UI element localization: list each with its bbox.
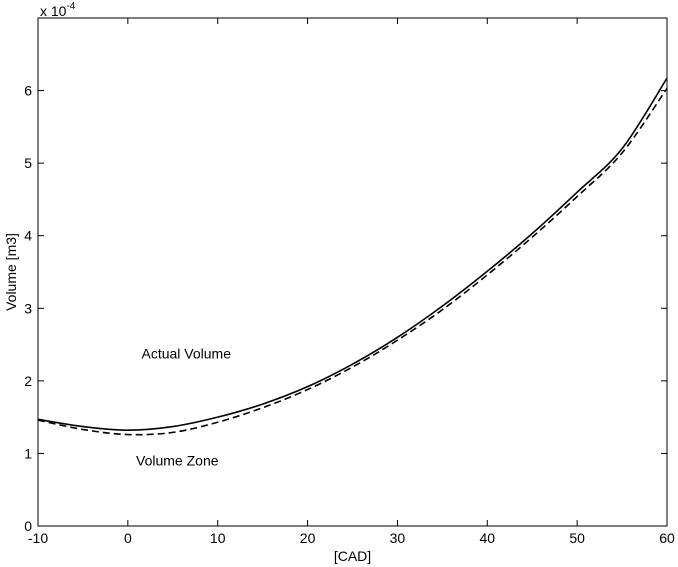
y-tick-label: 4 (24, 228, 32, 244)
y-axis-label: Volume [m3] (3, 233, 19, 311)
y-tick-label: 3 (24, 300, 32, 316)
tick-marks (37, 18, 668, 527)
annotations: Actual Volume Volume Zone (136, 345, 231, 468)
y-tick-label: 0 (24, 518, 32, 534)
x-tick-label: 30 (390, 530, 406, 546)
x-tick-label: 10 (210, 530, 226, 546)
x-tick-label: 50 (569, 530, 585, 546)
annotation-label: Actual Volume (142, 345, 232, 361)
series-line-solid (37, 77, 668, 432)
y-tick-label: 6 (24, 83, 32, 99)
x-tick-label: 0 (124, 530, 132, 546)
x-axis-label: [CAD] (334, 548, 371, 564)
x-tick-label: 20 (300, 530, 316, 546)
y-tick-label: 1 (24, 445, 32, 461)
series-line-dashed (37, 87, 668, 436)
y-exponent-label: x 10-4 (40, 1, 76, 19)
plot-frame (37, 17, 668, 527)
annotation-label: Volume Zone (136, 453, 219, 469)
y-tick-label: 5 (24, 155, 32, 171)
y-tick-label: 2 (24, 373, 32, 389)
x-tick-label: 60 (659, 530, 675, 546)
series-lines (37, 77, 668, 436)
x-tick-label: 40 (479, 530, 495, 546)
x-tick-label: -10 (28, 530, 48, 546)
